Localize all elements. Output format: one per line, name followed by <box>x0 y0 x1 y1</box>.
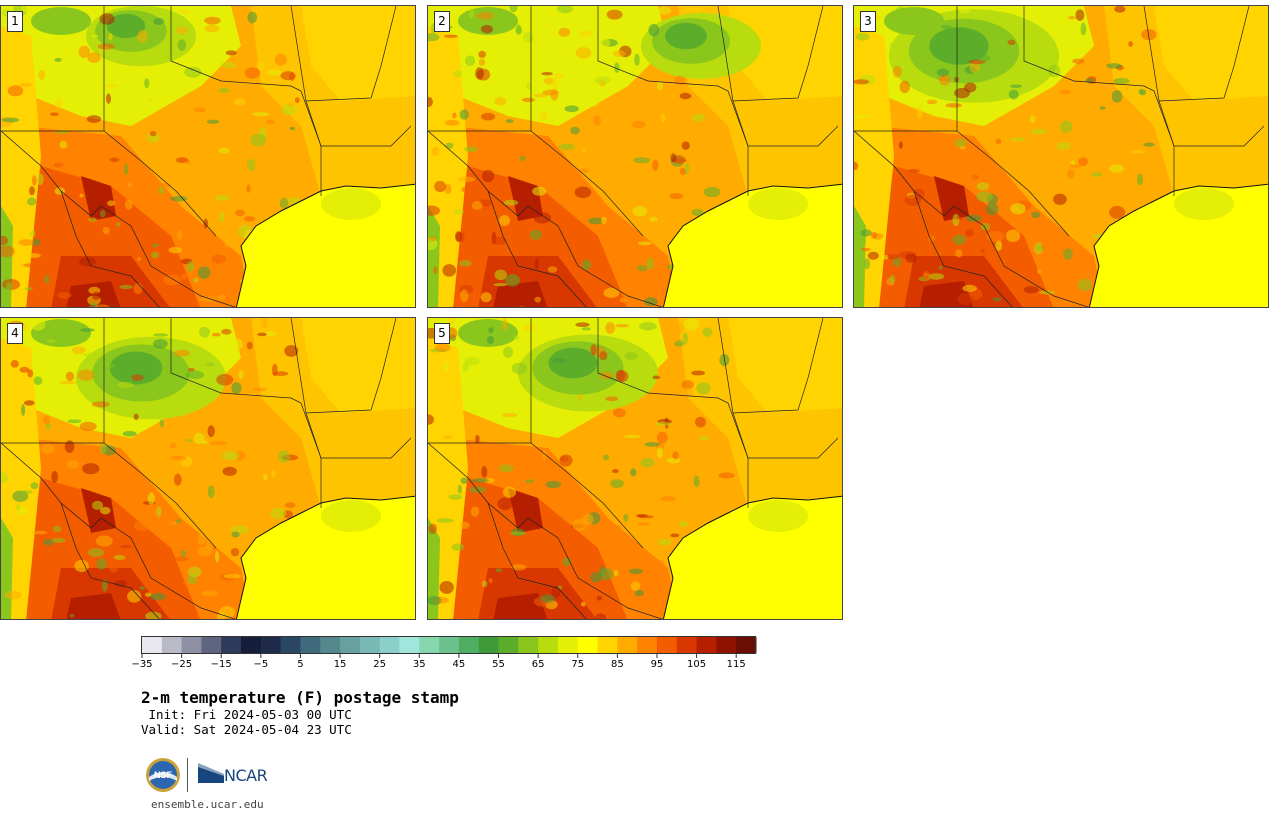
colorbar-swatch <box>379 637 400 653</box>
colorbar-swatch <box>478 637 500 653</box>
colorbar-swatch <box>399 637 420 653</box>
colorbar-swatch <box>676 637 698 653</box>
colorbar-tick-label: 85 <box>610 659 624 670</box>
map-panel-3: 3 <box>853 5 1269 308</box>
colorbar-swatch <box>181 637 202 653</box>
temperature-map-4 <box>1 318 415 619</box>
colorbar-tick-label: −15 <box>210 659 232 670</box>
ncar-logo-icon <box>198 763 224 783</box>
panel-number-badge: 4 <box>7 323 23 344</box>
colorbar-swatch <box>538 637 559 653</box>
colorbar-swatch <box>716 637 737 653</box>
nsf-logo-icon: NSF <box>146 758 180 792</box>
colorbar-swatch <box>439 637 460 653</box>
colorbar-swatch <box>577 637 599 653</box>
panel-number-badge: 1 <box>7 11 23 32</box>
colorbar-swatch <box>241 637 262 653</box>
map-panel-2: 2 <box>427 5 843 308</box>
colorbar-swatch <box>458 637 480 653</box>
colorbar-swatch <box>656 637 678 653</box>
colorbar-swatch <box>637 637 658 653</box>
colorbar-swatch <box>419 637 440 653</box>
colorbar-tick-label: 95 <box>650 659 664 670</box>
temperature-map-5 <box>428 318 842 619</box>
website-url: ensemble.ucar.edu <box>151 798 264 811</box>
colorbar-swatch <box>597 637 618 653</box>
colorbar-swatch <box>557 637 579 653</box>
colorbar-swatch <box>320 637 341 653</box>
colorbar-swatch <box>617 637 638 653</box>
panel-number-badge: 3 <box>860 11 876 32</box>
colorbar-tick-label: 45 <box>452 659 466 670</box>
logo-divider <box>187 758 188 792</box>
colorbar-tick-label: 35 <box>412 659 426 670</box>
map-panel-1: 1 <box>0 5 416 308</box>
chart-title: 2-m temperature (F) postage stamp <box>141 688 459 707</box>
colorbar-swatch <box>736 637 757 653</box>
colorbar-tick-label: 65 <box>531 659 545 670</box>
colorbar-tick-label: −5 <box>253 659 269 670</box>
colorbar-swatch <box>696 637 717 653</box>
temperature-map-2 <box>428 6 842 307</box>
colorbar-tick-label: 55 <box>492 659 505 670</box>
ncar-wordmark: NCAR <box>224 766 268 785</box>
colorbar-swatch <box>161 637 183 653</box>
colorbar-swatch <box>260 637 282 653</box>
colorbar-tick-label: −25 <box>171 659 193 670</box>
colorbar-swatch <box>498 637 519 653</box>
colorbar-swatch <box>280 637 301 653</box>
colorbar-tick-label: 25 <box>373 659 387 670</box>
init-time: Init: Fri 2024-05-03 00 UTC <box>141 707 352 722</box>
colorbar-swatch <box>300 637 321 653</box>
svg-text:NSF: NSF <box>154 770 173 780</box>
temperature-map-3 <box>854 6 1268 307</box>
temperature-map-1 <box>1 6 415 307</box>
panel-number-badge: 5 <box>434 323 450 344</box>
colorbar-swatch <box>359 637 381 653</box>
colorbar-tick-label: 75 <box>571 659 585 670</box>
map-panel-4: 4 <box>0 317 416 620</box>
map-panel-5: 5 <box>427 317 843 620</box>
panel-number-badge: 2 <box>434 11 450 32</box>
colorbar-swatch <box>201 637 222 653</box>
colorbar-tick-label: 115 <box>726 659 746 670</box>
colorbar-tick-label: 15 <box>333 659 347 670</box>
colorbar-swatch <box>142 637 163 653</box>
colorbar-swatch <box>518 637 539 653</box>
valid-time: Valid: Sat 2024-05-04 23 UTC <box>141 722 352 737</box>
temperature-colorbar <box>141 636 757 658</box>
colorbar-swatch <box>221 637 242 653</box>
colorbar-swatch <box>340 637 361 653</box>
colorbar-tick-label: 105 <box>687 659 707 670</box>
colorbar-tick-label: −35 <box>131 659 153 670</box>
colorbar-tick-label: 5 <box>297 659 304 670</box>
